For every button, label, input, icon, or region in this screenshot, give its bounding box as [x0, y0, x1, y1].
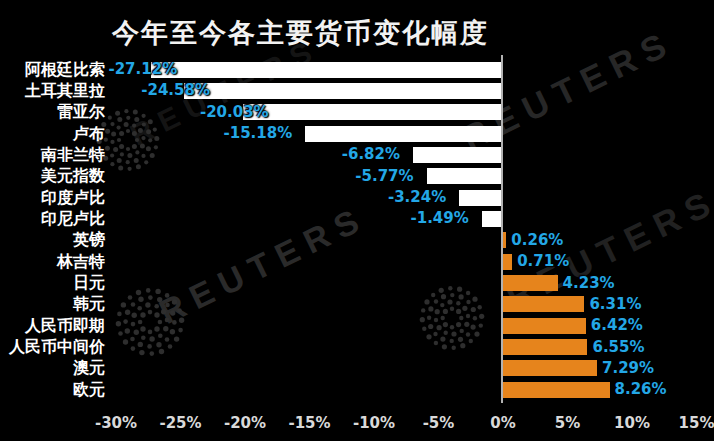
- chart-title: 今年至今各主要货币变化幅度: [112, 15, 489, 51]
- x-axis: -30%-25%-20%-15%-10%-5%0%5%10%15%: [0, 0, 714, 441]
- x-tick-label: 15%: [657, 414, 714, 432]
- currency-change-bar-chart: REUTERSREUTERSREUTERSREUTERS 今年至今各主要货币变化…: [0, 0, 714, 441]
